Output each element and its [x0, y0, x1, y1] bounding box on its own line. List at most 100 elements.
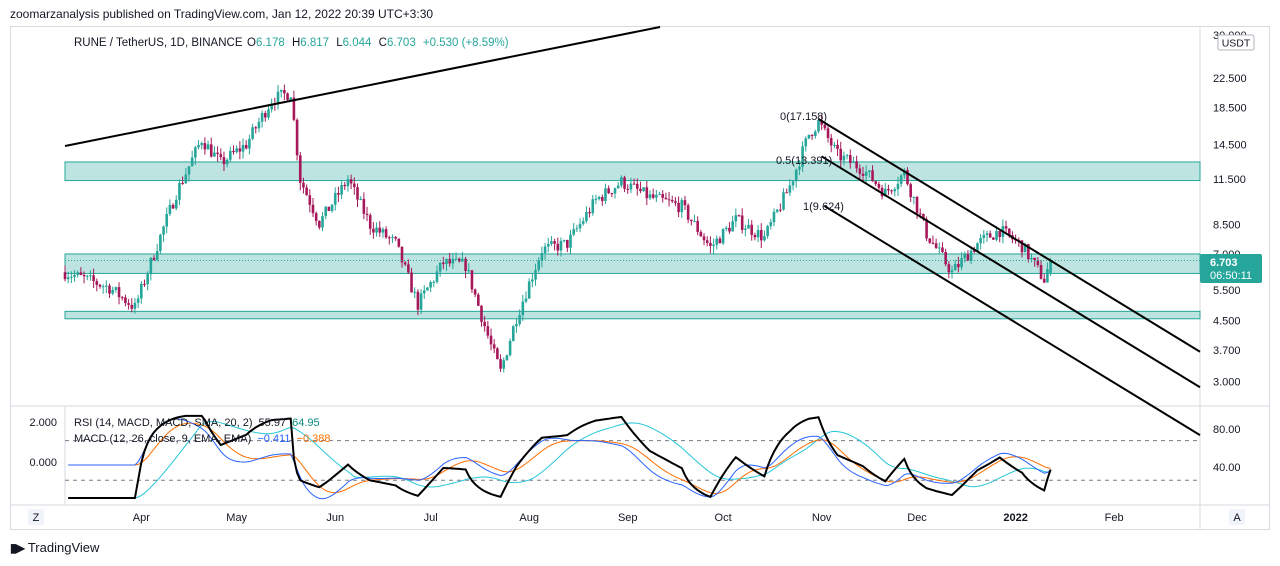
candle-body-83 [327, 206, 331, 211]
candle-body-244 [839, 148, 843, 161]
legend-c-value: 6.703 [387, 37, 416, 49]
fib-label-05: 0.5(13.391) [776, 155, 832, 167]
candle-body-69 [283, 89, 286, 94]
candle-body-236 [814, 131, 817, 136]
candle-body-291 [988, 233, 992, 238]
candle-body-297 [1007, 228, 1011, 236]
candle-body-281 [957, 263, 960, 268]
candle-body-118 [438, 262, 442, 272]
candle-body-209 [728, 227, 731, 232]
candle-body-136 [496, 348, 499, 360]
legend-o-label: O [247, 37, 256, 49]
zoom-button[interactable] [28, 509, 44, 525]
time-tick-6: Oct [715, 512, 732, 524]
candle-body-56 [241, 144, 245, 152]
candle-body-111 [416, 291, 420, 310]
candle-body-184 [648, 194, 652, 199]
candle-body-166 [591, 199, 595, 214]
time-tick-7: Nov [812, 512, 832, 524]
candle-body-141 [511, 326, 515, 341]
candle-body-292 [992, 237, 995, 240]
candle-body-93 [359, 198, 362, 200]
candle-body-47 [213, 152, 216, 157]
candle-body-110 [413, 291, 417, 293]
candle-body-212 [737, 215, 741, 217]
candle-body-259 [887, 188, 890, 191]
candle-body-109 [410, 272, 413, 293]
legend-o-value: 6.178 [256, 37, 285, 49]
candle-body-31 [162, 226, 165, 235]
candle-body-10 [95, 281, 99, 285]
candle-body-137 [499, 359, 502, 369]
candle-body-155 [556, 243, 560, 251]
candle-body-26 [146, 274, 149, 285]
candle-body-154 [553, 241, 556, 244]
candle-body-309 [1046, 269, 1049, 283]
candle-body-160 [572, 229, 575, 235]
candle-body-255 [874, 181, 878, 184]
candle-body-119 [442, 262, 445, 265]
candle-body-16 [114, 287, 118, 290]
candle-body-92 [356, 187, 359, 200]
candle-body-217 [753, 234, 757, 238]
candle-body-128 [470, 270, 474, 290]
macd-tick-2: 2.000 [29, 417, 57, 429]
candle-body-44 [203, 143, 207, 150]
candle-body-80 [318, 220, 321, 228]
candle-body-171 [607, 188, 610, 194]
time-tick-4: Aug [519, 512, 539, 524]
candle-body-219 [759, 230, 763, 241]
candle-body-126 [464, 258, 467, 271]
candle-body-25 [143, 283, 146, 285]
candle-body-202 [705, 240, 709, 243]
candle-body-23 [136, 298, 140, 303]
currency-badge[interactable] [1217, 34, 1255, 51]
candle-body-211 [734, 215, 738, 222]
candle-body-19 [124, 297, 127, 304]
candle-body-87 [340, 184, 343, 195]
candle-body-200 [699, 231, 703, 237]
price-tick-3: 14.500 [1213, 139, 1247, 151]
candle-body-238 [820, 120, 823, 125]
candle-body-257 [880, 187, 884, 197]
candle-body-61 [257, 121, 261, 129]
candle-body-54 [235, 148, 238, 153]
auto-scale-button[interactable] [1229, 509, 1245, 525]
time-tick-2: Jun [326, 512, 344, 524]
candle-body-4 [76, 272, 80, 275]
candle-body-237 [817, 120, 820, 132]
candle-body-60 [254, 127, 258, 129]
macd-value-2: −0.388 [297, 433, 331, 445]
candle-body-274 [934, 243, 938, 249]
candle-body-9 [92, 275, 95, 282]
macd-tick-0: 0.000 [29, 457, 57, 469]
candle-body-139 [505, 355, 509, 361]
price-tick-9: 3.700 [1213, 345, 1241, 357]
legend-symbol: RUNE / TetherUS, 1D, BINANCE [74, 37, 243, 49]
candle-body-81 [321, 216, 324, 228]
candle-body-73 [295, 119, 299, 156]
candle-body-223 [772, 211, 776, 223]
candle-body-301 [1020, 240, 1024, 253]
candle-body-114 [426, 287, 429, 291]
candle-body-150 [540, 253, 544, 261]
candle-body-220 [763, 236, 766, 241]
candle-body-86 [337, 193, 340, 195]
candle-body-197 [690, 219, 693, 222]
candle-body-242 [833, 144, 836, 146]
fib-channel-line-0 [817, 118, 1201, 353]
zoom-button-label: Z [33, 512, 40, 524]
candle-body-112 [419, 293, 423, 310]
time-tick-0: Apr [133, 512, 150, 524]
candle-body-95 [365, 213, 369, 216]
candle-body-13 [105, 285, 108, 287]
candle-body-189 [664, 197, 668, 200]
candle-body-28 [152, 257, 156, 260]
candle-body-89 [346, 179, 350, 187]
candle-body-293 [995, 231, 998, 240]
candle-body-221 [766, 226, 769, 237]
candle-body-57 [244, 144, 248, 149]
candle-body-52 [229, 150, 232, 160]
candle-body-106 [400, 246, 404, 263]
